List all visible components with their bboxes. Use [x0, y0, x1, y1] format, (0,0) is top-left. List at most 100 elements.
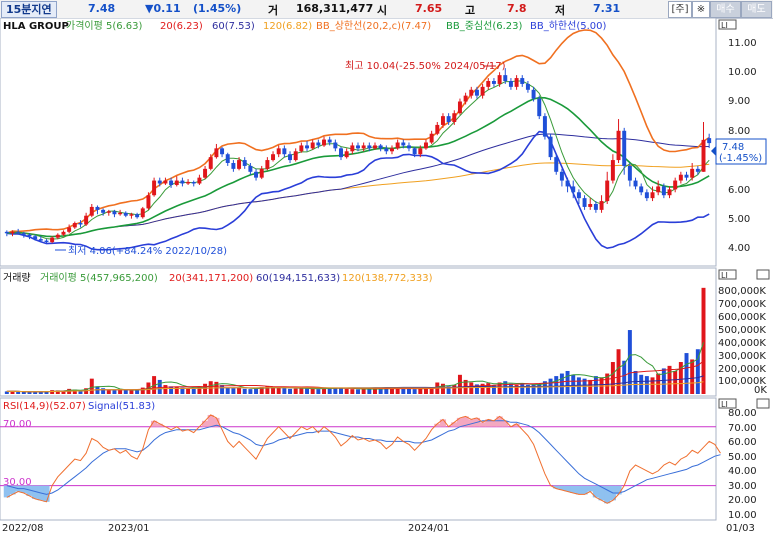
volume-bar [237, 387, 242, 394]
candle-body [582, 198, 587, 207]
high-value: 7.8 [507, 2, 527, 15]
rsi-close-icon[interactable] [756, 398, 770, 409]
sell-button[interactable]: 매도 [741, 1, 772, 18]
candle-body [474, 89, 479, 96]
candle-body [650, 192, 655, 199]
candle-body [282, 148, 287, 155]
candle-body [667, 189, 672, 196]
volume-tick: 300,000K [718, 351, 766, 362]
volume-bar [282, 388, 287, 394]
legend-volume: 거래량 [3, 272, 31, 284]
candle-body [186, 182, 191, 184]
candle-body [367, 145, 372, 149]
time-tick: 2024/01 [408, 523, 450, 534]
volume-bar [21, 391, 26, 394]
candle-body [627, 165, 632, 181]
volume-bar [299, 388, 304, 394]
candle-body [588, 204, 593, 207]
volume-tick: 400,000K [718, 338, 766, 349]
candle-body [542, 116, 547, 137]
volume-bar [33, 391, 38, 394]
volume-bar [225, 387, 230, 394]
volume-bar [661, 368, 666, 394]
candle-body [163, 180, 168, 184]
stock-type-button[interactable]: [주] [668, 1, 692, 18]
volume-bar [123, 389, 128, 394]
candle-body [373, 145, 377, 149]
candle-body [27, 234, 32, 237]
volume-bar [231, 388, 236, 394]
candle-body [514, 78, 519, 87]
candle-body [214, 148, 219, 158]
settings-button[interactable]: ※ [692, 1, 710, 18]
candle-body [605, 180, 610, 202]
candle-body [548, 136, 553, 158]
volume-tick: 100,000K [718, 376, 766, 387]
candle-body [265, 160, 270, 169]
current-value-price: 7.48 [722, 142, 744, 153]
candle-body [135, 214, 140, 218]
volume-close-icon[interactable] [756, 269, 770, 280]
candle-body [701, 139, 706, 172]
candle-body [305, 145, 310, 149]
volume-bar [520, 384, 525, 394]
legend-bb-lower: BB_하한선(5.00) [530, 19, 606, 32]
candle-body [406, 145, 411, 149]
candle-body [554, 157, 559, 172]
volume-bar [339, 388, 343, 394]
rsi-tick: 60.00 [728, 437, 757, 448]
time-tick: 01/03 [726, 523, 755, 534]
vol-ma120-line [6, 381, 704, 393]
candle-body [695, 168, 700, 172]
period-selector[interactable]: 15분지연 [1, 1, 57, 18]
candle-body [678, 174, 683, 181]
volume-bar [220, 385, 225, 394]
candle-body [89, 206, 94, 216]
candle-body [378, 145, 383, 149]
time-axis: 2022/08 2023/01 2024/01 01/03 [2, 523, 755, 534]
volume-bar [514, 385, 519, 394]
candle-body [616, 130, 621, 161]
volume-bar [457, 374, 462, 394]
buy-button[interactable]: 매수 [710, 1, 741, 18]
volume-value: 168,311,477 [296, 2, 374, 15]
rsi-panel[interactable] [0, 397, 717, 521]
volume-panel[interactable] [0, 267, 717, 397]
volume-bar [305, 388, 310, 394]
price-axis: 11.00 10.00 9.00 8.00 6.00 5.00 4.00 [728, 38, 757, 254]
candle-body [180, 180, 185, 184]
legend-rsi: RSI(14,9)(52.07) [3, 401, 86, 412]
candle-body [33, 236, 38, 240]
legend-ma5: 가격이평 5(6.63) [66, 19, 143, 32]
volume-bar [135, 390, 140, 394]
price-panel-controls[interactable]: LI [718, 19, 737, 30]
volume-bar [310, 388, 315, 394]
rsi-panel-controls[interactable]: LI [718, 398, 770, 409]
price-panel[interactable] [0, 18, 717, 267]
time-tick: 2023/01 [108, 523, 150, 534]
price-tick: 8.00 [728, 126, 750, 137]
candle-body [208, 157, 213, 169]
candle-body [361, 145, 366, 149]
candle-body [463, 95, 468, 102]
volume-bar [44, 391, 49, 394]
candle-body [333, 142, 338, 149]
candle-body [390, 148, 394, 152]
candle-body [480, 86, 485, 96]
candle-body [21, 233, 26, 235]
volume-panel-controls[interactable]: LI [718, 269, 770, 280]
volume-bar [406, 388, 411, 394]
legend-vol-ma20: 20(341,171,200) [169, 273, 253, 284]
current-value-tag [715, 138, 767, 165]
candle-body [486, 81, 491, 87]
volume-bar [673, 370, 678, 394]
volume-bar [390, 388, 394, 394]
candle-body [129, 214, 134, 216]
price-tick: 10.00 [728, 67, 757, 78]
volume-bar [497, 382, 502, 394]
candle-body [61, 231, 66, 235]
volume-tick: 200,000K [718, 364, 766, 375]
stock-chart[interactable]: HLA GROUP 가격이평 5(6.63) 20(6.23) 60(7.53)… [0, 18, 773, 534]
volume-tick: 600,000K [718, 312, 766, 323]
candle-body [423, 142, 428, 149]
